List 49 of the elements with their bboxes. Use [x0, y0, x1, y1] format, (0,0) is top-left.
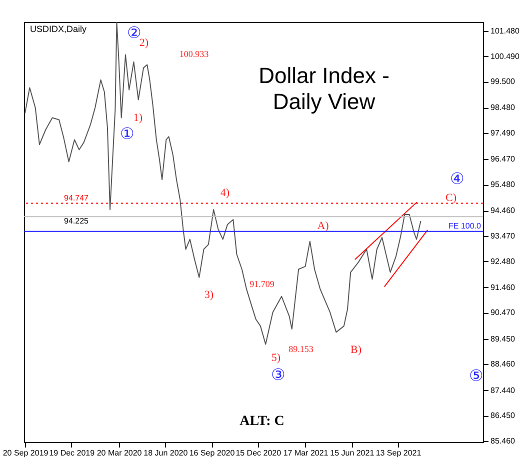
y-tick-label: 97.490 — [490, 128, 516, 138]
annotation: 5) — [271, 352, 281, 364]
y-tick-label: 87.440 — [490, 386, 516, 395]
y-tick-label: 90.470 — [490, 308, 516, 318]
annotation: ⑤ — [469, 368, 483, 385]
annotation: ① — [120, 126, 134, 143]
text: Dollar Index - Daily View — [258, 63, 390, 114]
annotation: ALT: C — [240, 414, 284, 429]
annotation: C) — [446, 192, 457, 204]
y-tick-label: 98.480 — [490, 103, 516, 112]
y-tick-label: 101.480 — [490, 26, 520, 36]
annotation: ④ — [450, 171, 464, 188]
y-tick-label: 85.460 — [490, 436, 516, 446]
x-tick-label: 16 Sep 2020 — [189, 448, 236, 458]
line-series — [24, 22, 422, 345]
annotation: ③ — [271, 367, 285, 384]
x-tick-label: 13 Sep 2021 — [376, 448, 422, 458]
y-tick-label: 93.470 — [490, 231, 516, 240]
x-tick-label: 15 Jun 2021 — [330, 448, 375, 458]
annotation: 100.933 — [179, 49, 210, 59]
ref-line-label: 94.225 — [64, 216, 90, 226]
annotation: 4) — [220, 187, 230, 199]
y-tick-label: 99.500 — [490, 77, 516, 86]
x-tick-label: 20 Sep 2019 — [2, 448, 49, 458]
annotation: ② — [127, 25, 141, 42]
y-tick-label: 100.490 — [490, 52, 520, 61]
annotation: 91.709 — [250, 279, 275, 289]
annotation: 3) — [204, 289, 214, 301]
x-tick-label: 18 Jun 2020 — [144, 448, 188, 458]
y-tick-label: 88.460 — [490, 360, 516, 369]
x-tick-label: 19 Dec 2019 — [49, 448, 96, 458]
y-tick-label: 94.460 — [490, 206, 516, 216]
ref-line-label: 94.747 — [64, 193, 90, 202]
y-tick-label: 91.460 — [490, 282, 516, 292]
y-tick-label: 92.480 — [490, 256, 516, 266]
y-tick-label: 89.450 — [490, 334, 516, 344]
annotation: 1) — [133, 112, 143, 124]
y-tick-label: 86.450 — [490, 411, 516, 420]
annotation: A) — [317, 220, 330, 232]
annotation: 2) — [139, 37, 149, 49]
y-tick-label: 96.470 — [490, 154, 516, 164]
annotation: 89.153 — [288, 344, 314, 354]
ref-line-label: FE 100.0 — [448, 221, 482, 230]
x-tick-label: 15 Dec 2020 — [236, 448, 282, 458]
annotation: B) — [350, 344, 362, 356]
x-tick-label: 17 Mar 2021 — [283, 448, 329, 458]
x-tick-label: 20 Mar 2020 — [96, 448, 142, 458]
y-tick-label: 95.480 — [490, 180, 516, 190]
chart-title: USDIDX,Daily — [30, 24, 88, 34]
